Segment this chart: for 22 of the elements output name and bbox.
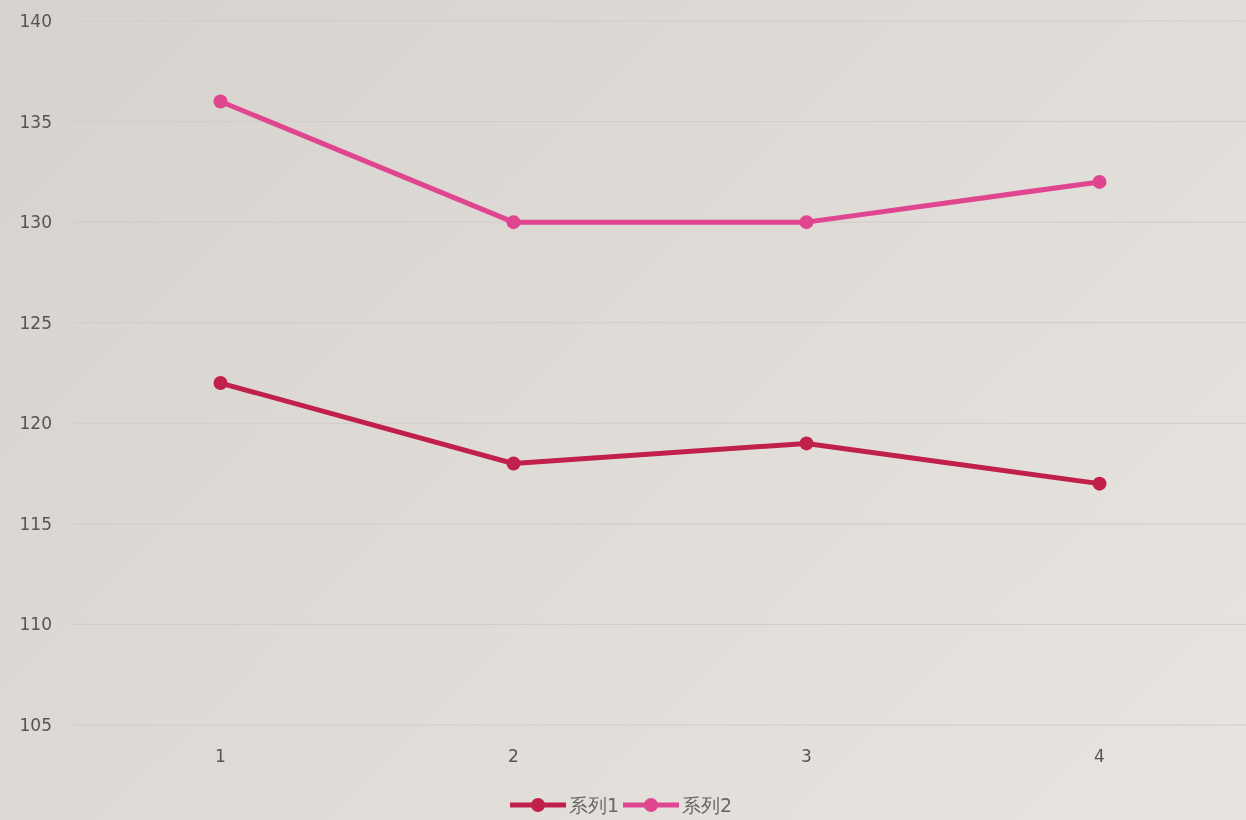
y-tick-label: 125 xyxy=(19,312,52,333)
y-tick-label: 120 xyxy=(19,413,52,434)
point xyxy=(799,436,814,451)
x-tick-label: 4 xyxy=(1094,746,1105,766)
y-tick-label: 135 xyxy=(19,111,52,132)
point xyxy=(799,215,814,230)
y-tick-label: 110 xyxy=(19,614,52,635)
x-tick-label: 3 xyxy=(801,746,812,766)
point xyxy=(506,456,521,471)
y-tick-label: 140 xyxy=(19,11,52,31)
point xyxy=(1092,174,1107,189)
point xyxy=(213,94,228,109)
x-tick-label: 1 xyxy=(215,746,226,766)
x-tick-label: 2 xyxy=(508,746,519,766)
point xyxy=(213,376,228,391)
legend-label: 系列2 xyxy=(682,794,733,816)
y-tick-label: 105 xyxy=(19,715,52,735)
legend-label: 系列1 xyxy=(569,794,620,816)
point xyxy=(1092,476,1107,491)
y-tick-label: 130 xyxy=(19,212,52,233)
point xyxy=(506,215,521,230)
y-tick-label: 115 xyxy=(19,513,52,534)
